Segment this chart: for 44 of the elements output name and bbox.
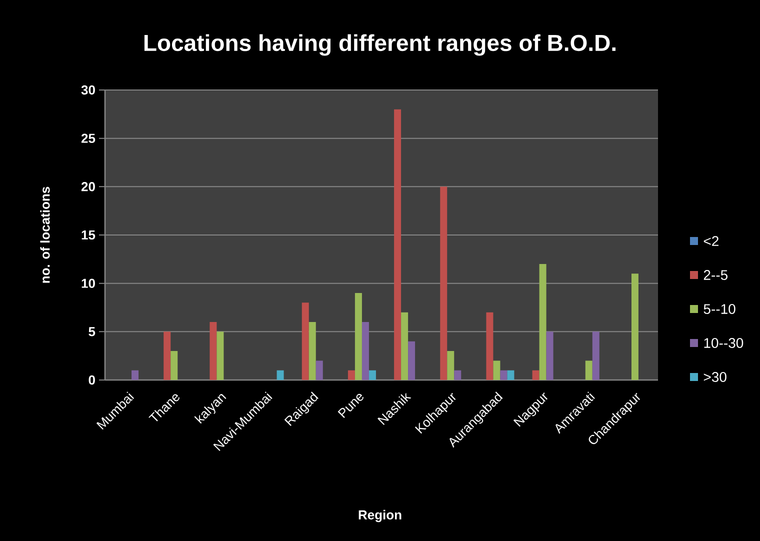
bar xyxy=(362,322,369,380)
bar xyxy=(210,322,217,380)
y-tick-label: 20 xyxy=(81,182,95,192)
bar xyxy=(316,360,323,380)
bar xyxy=(308,322,316,380)
y-tick-label: 30 xyxy=(81,85,95,95)
x-axis-title: Region xyxy=(358,510,402,522)
bar xyxy=(216,332,224,380)
legend-label: 2--5 xyxy=(704,270,728,280)
y-tick-label: 5 xyxy=(88,327,96,336)
bar xyxy=(454,370,462,380)
y-tick-label: 25 xyxy=(81,134,96,143)
bar xyxy=(532,370,540,380)
bar xyxy=(486,312,494,380)
bar xyxy=(631,274,638,380)
bar xyxy=(276,370,284,380)
bar xyxy=(170,351,178,380)
bar xyxy=(546,332,554,380)
bar xyxy=(507,370,514,380)
bar xyxy=(354,293,362,380)
bar xyxy=(394,109,402,380)
bar xyxy=(348,370,355,380)
bar xyxy=(585,360,592,380)
bar xyxy=(302,302,309,380)
y-tick-label: 10 xyxy=(82,278,95,288)
bar xyxy=(132,370,139,380)
bar xyxy=(408,341,416,380)
bar xyxy=(500,370,508,380)
bar xyxy=(401,312,408,380)
legend-label: <2 xyxy=(704,236,718,246)
bar xyxy=(440,186,448,380)
y-tick-label: 0 xyxy=(88,375,95,385)
chart-title: Locations having different ranges of B.O.D. xyxy=(144,34,616,56)
legend-label: 5--10 xyxy=(704,304,736,314)
bar xyxy=(447,351,454,380)
legend-label: 10--30 xyxy=(704,338,744,348)
y-axis-title: no. of locations xyxy=(40,186,50,283)
bar xyxy=(368,370,376,380)
bar xyxy=(539,264,546,380)
bar xyxy=(493,360,500,380)
bar xyxy=(592,332,600,380)
y-tick-label: 15 xyxy=(82,230,96,240)
legend-label: >30 xyxy=(704,372,726,382)
bar xyxy=(164,332,171,380)
